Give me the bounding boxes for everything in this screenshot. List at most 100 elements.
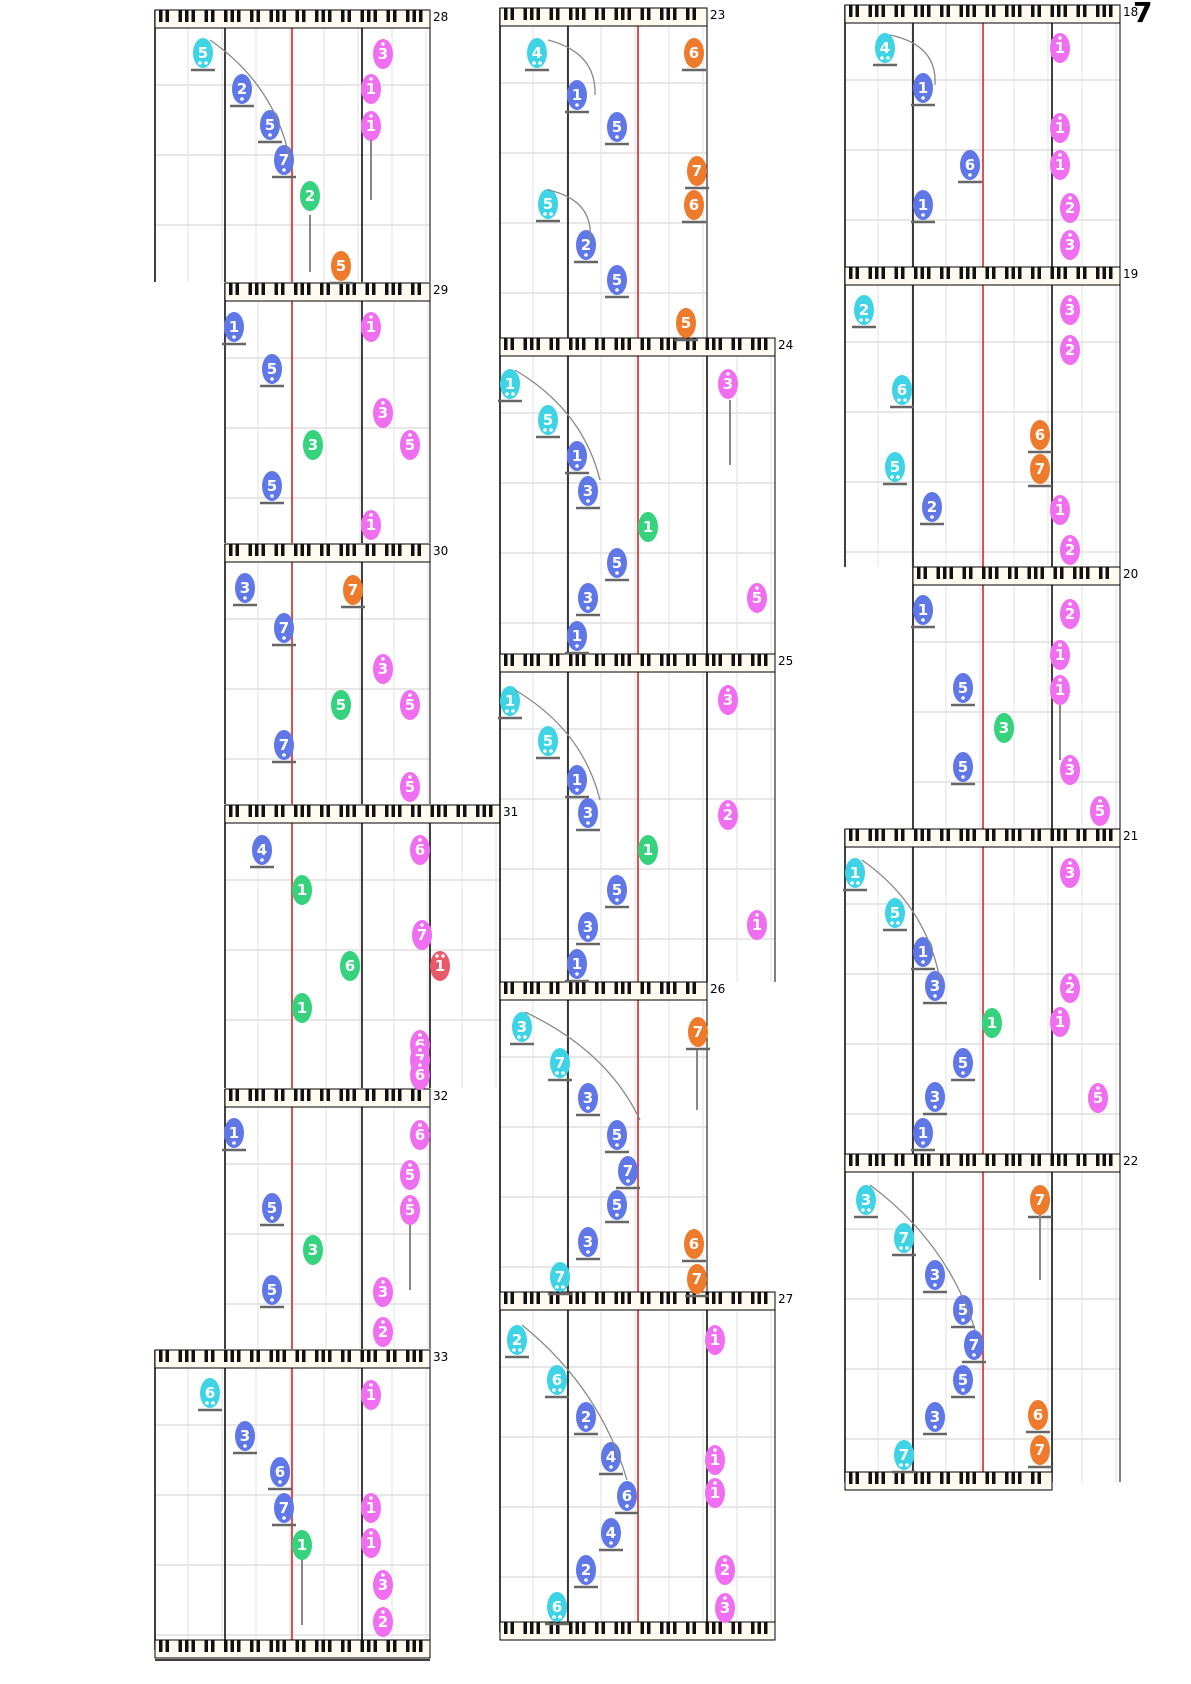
note-orange: 6: [1028, 420, 1052, 454]
octave-dot: [933, 1105, 937, 1109]
octave-dot: [532, 61, 536, 65]
octave-dot: [755, 913, 759, 917]
note-body: [607, 1120, 627, 1150]
octave-dot: [575, 644, 579, 648]
note-blue: 5: [260, 1193, 284, 1227]
octave-dot: [609, 1465, 613, 1469]
note-digit: 7: [692, 162, 702, 180]
note-digit: 1: [297, 999, 307, 1017]
note-digit: 1: [1055, 39, 1065, 57]
measure-number: 29: [433, 283, 448, 297]
note-body: [1060, 335, 1080, 365]
note-digit: 6: [689, 1235, 699, 1253]
note-magenta: 3: [1060, 858, 1080, 888]
note-body: [688, 1017, 708, 1047]
note-digit: 2: [378, 1323, 388, 1341]
note-digit: 7: [555, 1054, 565, 1072]
note-body: [262, 1275, 282, 1305]
octave-dot: [625, 1504, 629, 1508]
note-cyan: 7: [892, 1440, 916, 1474]
octave-dot: [1058, 1010, 1062, 1014]
note-body: [262, 1193, 282, 1223]
note-digit: 3: [583, 918, 593, 936]
note-digit: 5: [681, 314, 691, 332]
note-body: [274, 730, 294, 760]
note-body: [361, 312, 381, 342]
note-magenta: 5: [400, 1160, 420, 1190]
note-body: [925, 1082, 945, 1112]
note-magenta: 1: [361, 1528, 381, 1558]
note-blue: 1: [565, 949, 589, 983]
note-blue: 2: [574, 1402, 598, 1436]
note-cyan: 5: [191, 38, 215, 72]
octave-dot: [961, 1388, 965, 1392]
note-body: [232, 74, 252, 104]
note-digit: 2: [723, 806, 733, 824]
note-digit: 1: [918, 79, 928, 97]
octave-dot: [418, 1048, 422, 1052]
note-digit: 5: [543, 195, 553, 213]
note-digit: 7: [693, 1023, 703, 1041]
note-blue: 5: [605, 1190, 629, 1224]
note-blue: 5: [605, 112, 629, 146]
note-body: [578, 798, 598, 828]
note-digit: 7: [899, 1229, 909, 1247]
measure-number: 26: [710, 982, 725, 996]
note-body: [235, 573, 255, 603]
octave-dot: [1068, 538, 1072, 542]
note-digit: 3: [583, 1233, 593, 1251]
note-digit: 1: [918, 601, 928, 619]
note-magenta: 3: [718, 685, 738, 715]
note-body: [845, 858, 865, 888]
note-digit: 3: [930, 1408, 940, 1426]
measure-number: 30: [433, 544, 448, 558]
note-blue: 1: [565, 441, 589, 475]
note-body: [547, 1365, 567, 1395]
note-blue: 7: [616, 1156, 640, 1190]
note-body: [567, 80, 587, 110]
note-body: [303, 1235, 323, 1265]
measure-number: 27: [778, 1292, 793, 1306]
note-orange: 7: [1028, 454, 1052, 488]
slur-arc: [889, 34, 936, 86]
note-digit: 6: [205, 1384, 215, 1402]
note-body: [1088, 1083, 1108, 1113]
note-orange: 5: [674, 308, 698, 342]
note-digit: 7: [623, 1162, 633, 1180]
note-digit: 5: [958, 1054, 968, 1072]
octave-dot: [921, 1141, 925, 1145]
octave-dot: [408, 693, 412, 697]
note-digit: 5: [1095, 802, 1105, 820]
note-cyan: 6: [545, 1592, 569, 1626]
measure-number: 21: [1123, 829, 1138, 843]
note-magenta: 1: [1050, 675, 1070, 705]
note-magenta: 2: [1060, 193, 1080, 223]
note-digit: 3: [861, 1191, 871, 1209]
octave-dot: [270, 494, 274, 498]
note-body: [718, 800, 738, 830]
note-body: [361, 1493, 381, 1523]
note-orange: 7: [685, 1264, 709, 1298]
note-body: [224, 312, 244, 342]
note-digit: 3: [723, 375, 733, 393]
octave-dot: [865, 318, 869, 322]
note-body: [718, 685, 738, 715]
note-digit: 3: [583, 482, 593, 500]
octave-dot: [723, 1596, 727, 1600]
note-magenta: 5: [400, 430, 420, 460]
note-blue: 2: [574, 1555, 598, 1589]
note-magenta: 1: [361, 74, 381, 104]
octave-dot: [933, 1283, 937, 1287]
note-body: [578, 912, 598, 942]
note-orange: 6: [682, 190, 706, 224]
note-orange: 7: [1028, 1435, 1052, 1469]
octave-dot: [369, 1531, 373, 1535]
note-digit: 1: [918, 196, 928, 214]
note-digit: 4: [880, 39, 890, 57]
octave-dot: [204, 61, 208, 65]
measure-block: 27: [499, 1292, 793, 1632]
note-digit: 5: [405, 1201, 415, 1219]
note-digit: 6: [275, 1463, 285, 1481]
note-digit: 2: [720, 1561, 730, 1579]
note-orange: 6: [682, 1229, 706, 1263]
